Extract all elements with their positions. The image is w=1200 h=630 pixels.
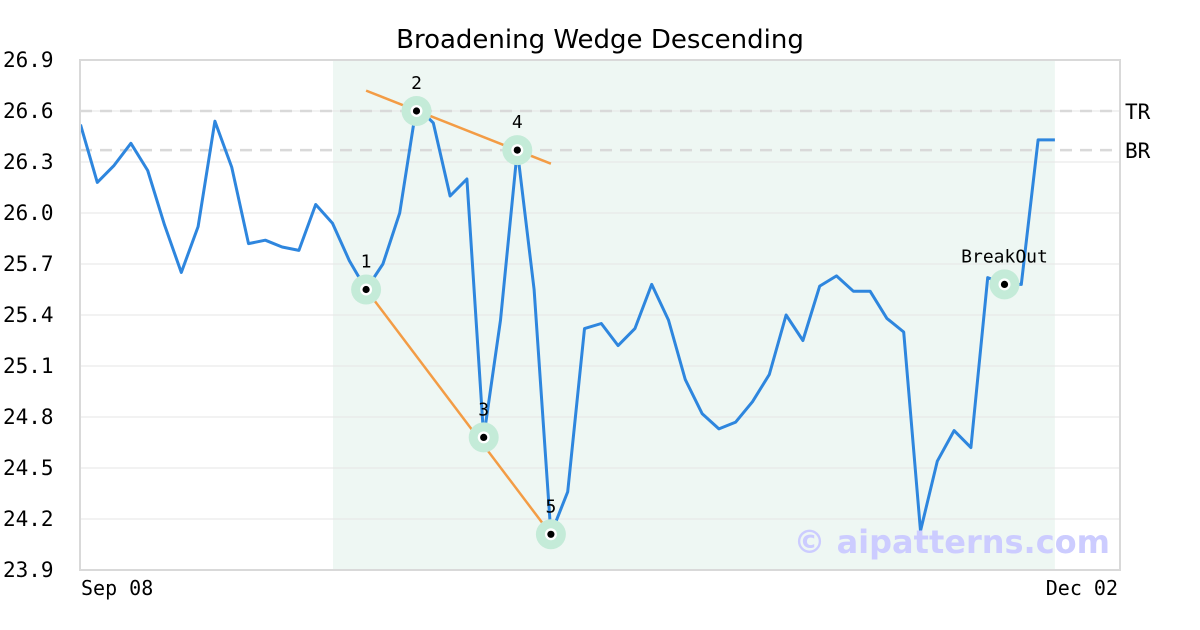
y-tick-label: 26.6 bbox=[3, 99, 54, 123]
y-tick-label: 24.5 bbox=[3, 456, 54, 480]
point-dot bbox=[513, 146, 521, 154]
point-dot bbox=[480, 433, 488, 441]
point-label: 3 bbox=[478, 399, 489, 420]
level-lines: TR BR bbox=[80, 100, 1151, 163]
level-label: BR bbox=[1125, 139, 1151, 163]
y-tick-label: 25.7 bbox=[3, 252, 54, 276]
y-tick-label: 24.8 bbox=[3, 405, 54, 429]
point-label: 4 bbox=[512, 112, 523, 133]
point-label: BreakOut bbox=[961, 246, 1048, 267]
plot-frame bbox=[79, 59, 1121, 571]
y-tick-label: 25.4 bbox=[3, 303, 54, 327]
point-dot bbox=[412, 107, 421, 115]
watermark: © aipatterns.com bbox=[793, 523, 1110, 561]
point-label: 5 bbox=[545, 496, 556, 517]
x-tick-label: Sep 08 bbox=[81, 576, 153, 600]
point-dot bbox=[362, 285, 370, 294]
y-tick-label: 26.0 bbox=[3, 201, 54, 225]
point-label: 1 bbox=[361, 252, 372, 273]
level-label: TR bbox=[1125, 100, 1151, 124]
chart-title: Broadening Wedge Descending bbox=[396, 25, 804, 55]
x-tick-label: Dec 02 bbox=[1046, 576, 1118, 600]
pattern-points: 1 2 3 4 5 BreakOut bbox=[351, 73, 1048, 550]
point-label: 2 bbox=[411, 73, 422, 94]
y-tick-label: 26.3 bbox=[3, 150, 54, 174]
y-tick-label: 25.1 bbox=[3, 354, 54, 378]
x-axis-ticks: Sep 08 Dec 02 bbox=[81, 576, 1118, 600]
point-dot bbox=[547, 530, 555, 538]
trendline bbox=[365, 288, 552, 536]
y-tick-label: 24.2 bbox=[3, 507, 54, 531]
point-dot bbox=[1000, 280, 1009, 288]
y-tick-label: 23.9 bbox=[3, 558, 54, 582]
y-tick-label: 26.9 bbox=[3, 48, 54, 72]
price-line bbox=[79, 104, 1055, 536]
y-axis-ticks: 26.9 26.6 26.3 26.0 25.7 25.4 25.1 24.8 24.5 24.2… bbox=[3, 48, 54, 582]
